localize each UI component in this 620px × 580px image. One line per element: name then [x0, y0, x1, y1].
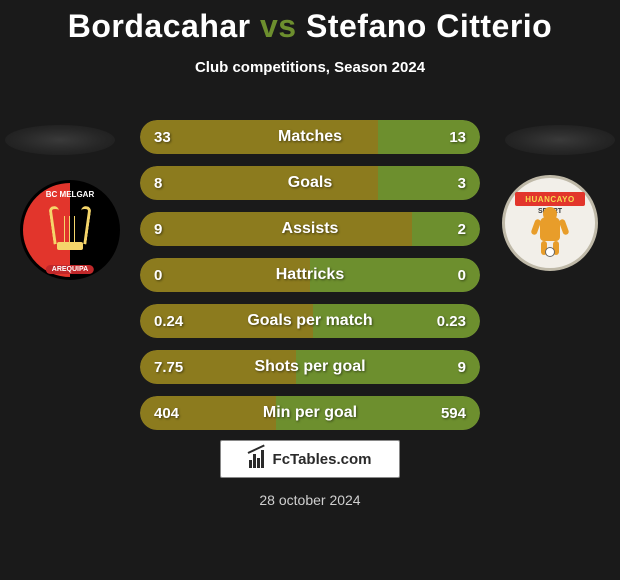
lyre-icon — [49, 206, 91, 254]
stat-row: 7.759Shots per goal — [140, 350, 480, 384]
page-title: Bordacahar vs Stefano Citterio — [0, 0, 620, 45]
subtitle: Club competitions, Season 2024 — [0, 59, 620, 76]
stat-row: 0.240.23Goals per match — [140, 304, 480, 338]
team-badge-left: BC MELGAR AREQUIPA — [20, 180, 120, 280]
stat-label: Shots per goal — [140, 350, 480, 384]
right-crest-banner: HUANCAYO — [515, 192, 585, 206]
stat-bars: 3313Matches 83Goals 92Assists 00Hattricks 0.… — [140, 120, 480, 442]
stat-label: Min per goal — [140, 396, 480, 430]
mascot-icon — [529, 209, 571, 255]
stat-row: 3313Matches — [140, 120, 480, 154]
chart-icon — [249, 450, 267, 468]
stat-label: Hattricks — [140, 258, 480, 292]
stat-label: Goals per match — [140, 304, 480, 338]
stat-row: 00Hattricks — [140, 258, 480, 292]
stat-row: 83Goals — [140, 166, 480, 200]
stat-row: 92Assists — [140, 212, 480, 246]
team-badge-right: HUANCAYO SPORT — [500, 173, 600, 273]
title-player1: Bordacahar — [68, 8, 251, 44]
shadow-left — [5, 125, 115, 155]
left-crest-top: BC MELGAR — [46, 190, 94, 199]
left-crest-ribbon: AREQUIPA — [46, 265, 94, 274]
stat-label: Goals — [140, 166, 480, 200]
title-player2: Stefano Citterio — [306, 8, 552, 44]
title-vs: vs — [260, 8, 297, 44]
shadow-right — [505, 125, 615, 155]
huancayo-crest-icon: HUANCAYO SPORT — [502, 175, 598, 271]
footer-date: 28 october 2024 — [0, 492, 620, 508]
site-name: FcTables.com — [273, 451, 372, 468]
stat-label: Matches — [140, 120, 480, 154]
stat-label: Assists — [140, 212, 480, 246]
melgar-crest-icon: BC MELGAR AREQUIPA — [20, 180, 120, 280]
site-badge: FcTables.com — [220, 440, 400, 478]
stat-row: 404594Min per goal — [140, 396, 480, 430]
